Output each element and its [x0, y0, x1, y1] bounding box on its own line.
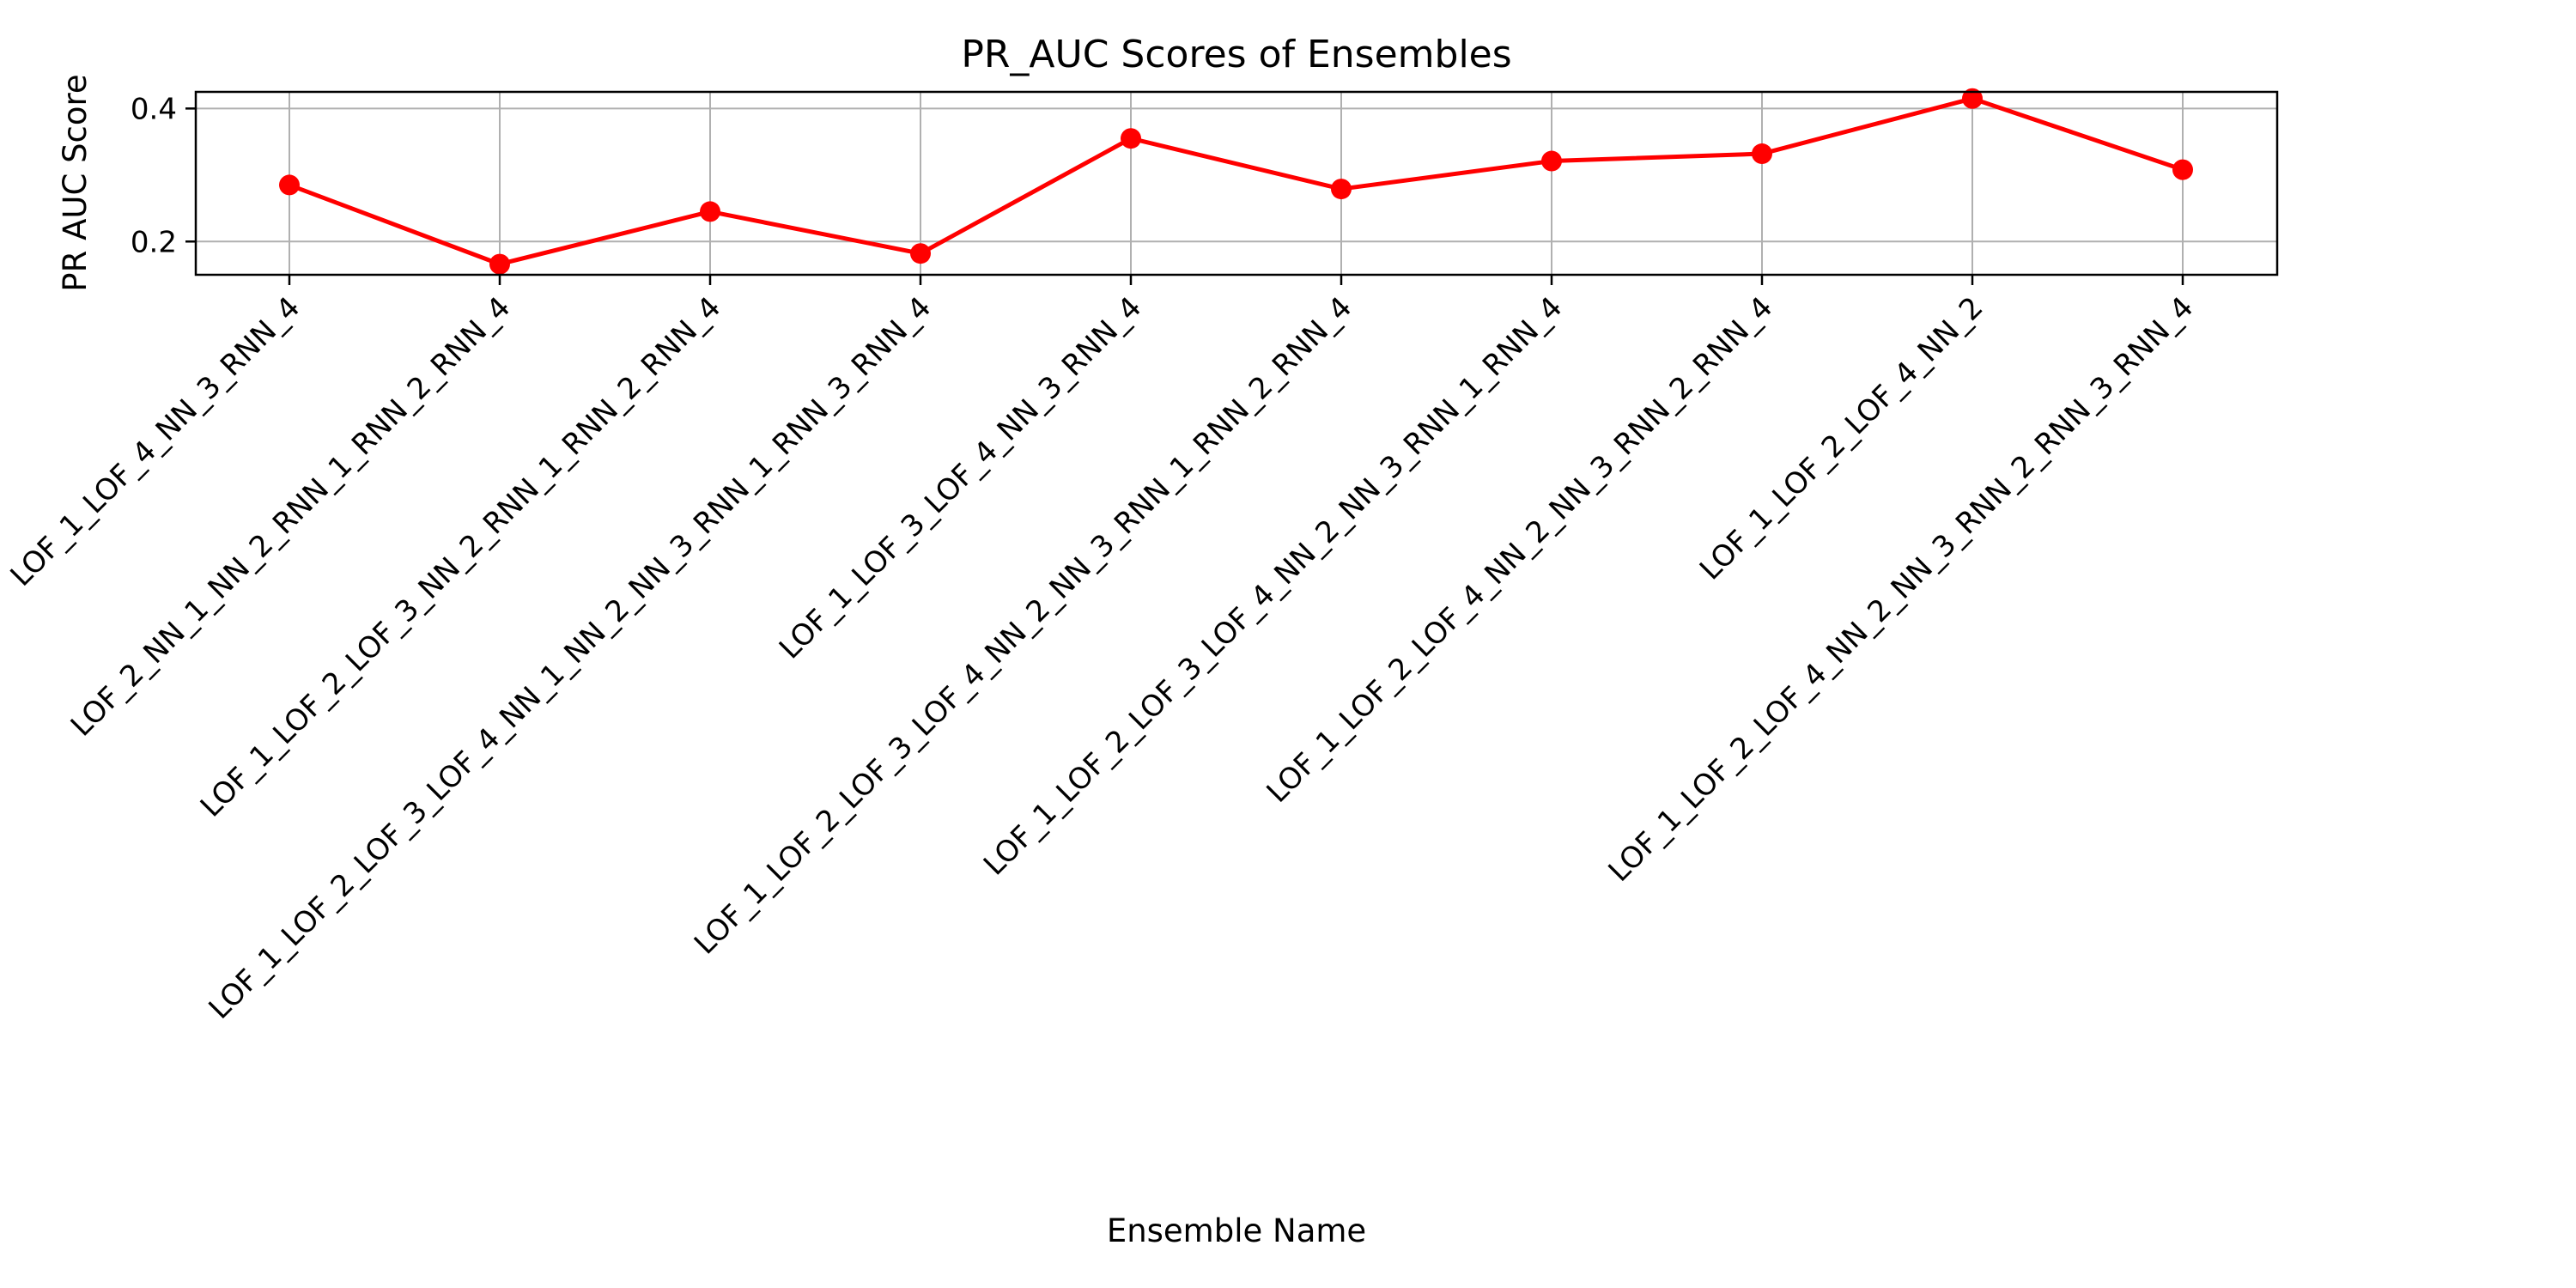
- y-axis-label: PR AUC Score: [57, 74, 94, 291]
- data-point: [1752, 143, 1772, 165]
- axis-ticks: LOF_1_LOF_4_NN_3_RNN_4LOF_2_NN_1_NN_2_RN…: [4, 92, 2201, 1025]
- data-point: [1541, 150, 1562, 172]
- x-tick-label: LOF_1_LOF_2_LOF_3_LOF_4_NN_1_NN_2_NN_3_R…: [203, 290, 939, 1026]
- data-point: [2172, 159, 2193, 180]
- data-point: [700, 201, 720, 222]
- data-series: [279, 88, 2193, 275]
- data-point: [1962, 88, 1983, 109]
- data-point: [1331, 179, 1352, 200]
- x-tick-label: LOF_2_NN_1_NN_2_RNN_1_RNN_2_RNN_4: [64, 290, 518, 744]
- data-point: [279, 174, 300, 196]
- y-tick-label: 0.2: [131, 225, 177, 259]
- grid: [196, 92, 2277, 275]
- x-axis-label: Ensemble Name: [1107, 1212, 1366, 1249]
- chart-title: PR_AUC Scores of Ensembles: [961, 33, 1511, 76]
- data-point: [489, 253, 510, 275]
- x-tick-label: LOF_1_LOF_2_LOF_4_NN_2_NN_3_RNN_2_RNN_4: [1261, 290, 1780, 810]
- plot-area: [194, 90, 2279, 276]
- data-point: [1121, 128, 1141, 149]
- y-tick-label: 0.4: [131, 92, 177, 126]
- x-tick-label: LOF_1_LOF_3_LOF_4_NN_3_RNN_4: [773, 290, 1148, 665]
- data-point: [910, 243, 931, 264]
- series-line: [289, 96, 2184, 267]
